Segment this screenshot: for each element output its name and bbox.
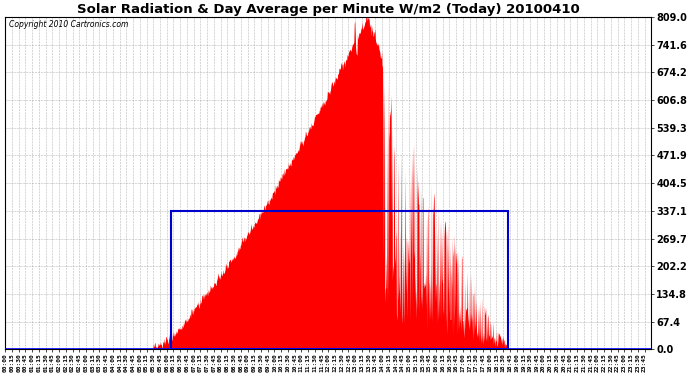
Bar: [171, 211, 508, 349]
Text: Copyright 2010 Cartronics.com: Copyright 2010 Cartronics.com: [8, 20, 128, 29]
Title: Solar Radiation & Day Average per Minute W/m2 (Today) 20100410: Solar Radiation & Day Average per Minute…: [77, 3, 580, 16]
